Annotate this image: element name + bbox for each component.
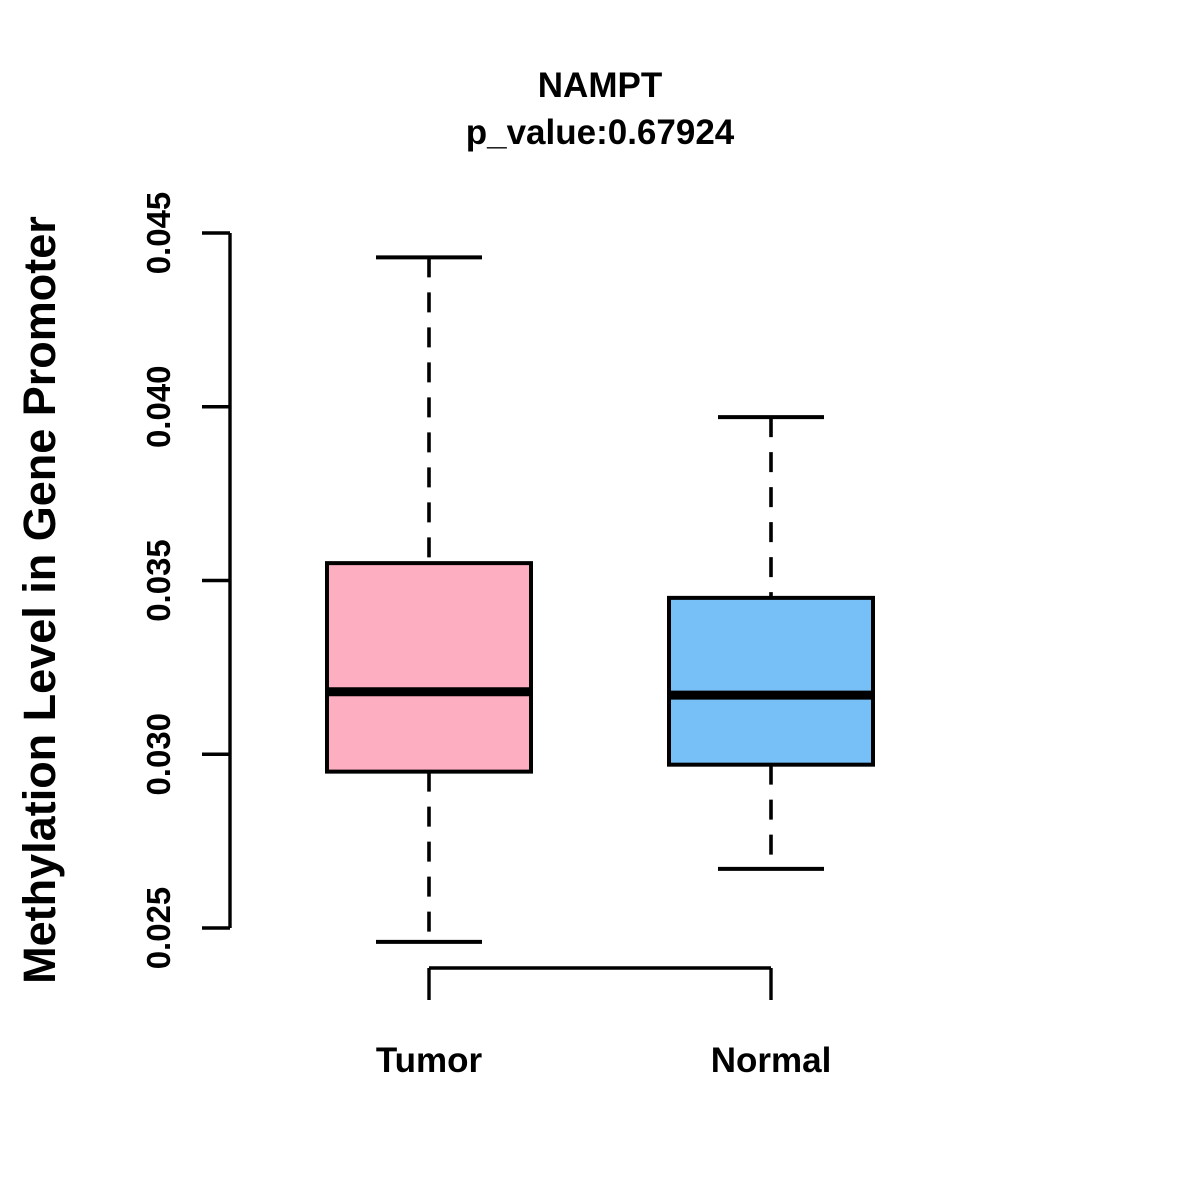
y-axis-tick-label: 0.045: [140, 192, 177, 275]
box-normal: [667, 595, 875, 767]
chart-title: NAMPT: [537, 66, 663, 105]
x-axis-label-tumor: Tumor: [376, 1041, 483, 1080]
y-axis-tick-label: 0.025: [140, 887, 177, 970]
y-axis-tick-label: 0.030: [140, 713, 177, 796]
y-axis-tick-label: 0.040: [140, 365, 177, 448]
x-axis-label-normal: Normal: [711, 1041, 832, 1080]
title-block: NAMPT p_value:0.67924: [0, 62, 1200, 156]
y-axis-tick-label: 0.035: [140, 539, 177, 622]
box-tumor: [325, 561, 533, 774]
chart-subtitle: p_value:0.67924: [465, 113, 735, 152]
